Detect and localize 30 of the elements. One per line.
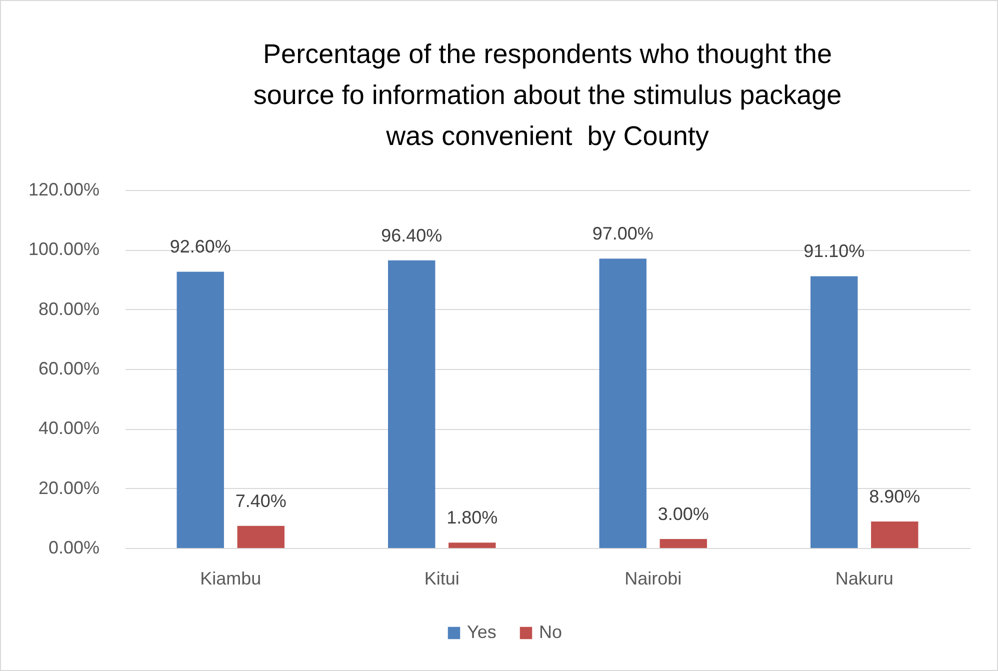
bar — [237, 526, 284, 548]
y-tick-label: 100.00% — [28, 239, 100, 260]
x-tick-label: Kiambu — [200, 568, 262, 588]
data-label: 91.10% — [804, 241, 865, 262]
data-label: 97.00% — [592, 224, 654, 244]
x-tick-label: Nakuru — [835, 568, 894, 588]
bar — [448, 542, 496, 548]
y-tick-label: 60.00% — [38, 358, 100, 378]
bar — [871, 521, 918, 548]
x-tick-label: Nairobi — [624, 568, 682, 588]
data-label: 92.60% — [170, 236, 231, 257]
y-tick-label: 120.00% — [28, 180, 100, 200]
x-tick-label: Kitui — [424, 568, 460, 588]
bar — [176, 272, 224, 548]
legend-label: No — [539, 622, 562, 642]
data-label: 3.00% — [658, 504, 709, 524]
bar — [599, 258, 646, 548]
legend-label: Yes — [467, 622, 496, 642]
data-label: 7.40% — [235, 490, 286, 511]
y-tick-label: 80.00% — [38, 298, 100, 319]
chart-title: Percentage of the respondents who thought the source fo information about the stimulus package was convenient by County — [253, 39, 842, 151]
bar — [388, 260, 436, 548]
y-tick-label: 20.00% — [38, 478, 100, 498]
data-label: 8.90% — [869, 486, 920, 506]
y-tick-label: 0.00% — [48, 538, 100, 558]
y-tick-label: 40.00% — [38, 418, 100, 438]
bar — [810, 276, 858, 548]
bar — [660, 539, 707, 548]
data-label: 96.40% — [381, 225, 442, 246]
data-label: 1.80% — [446, 508, 498, 528]
